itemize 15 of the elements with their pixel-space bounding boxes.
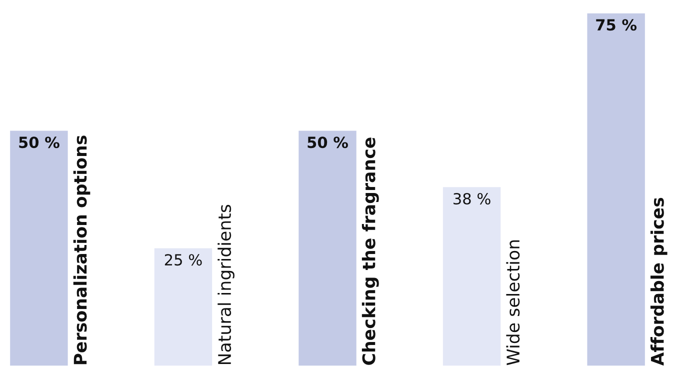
bar — [298, 130, 356, 366]
x-tick-label: Natural ingridients — [218, 204, 234, 364]
data-label: 38 % — [454, 192, 490, 205]
data-label: 50 % — [308, 136, 348, 148]
x-tick-label: Wide selection — [506, 240, 520, 366]
x-tick-label: Personalization options — [73, 136, 90, 364]
x-tick-label: Checking the fragrance — [362, 138, 379, 365]
bar — [154, 248, 212, 366]
bar — [587, 13, 645, 366]
bar — [10, 130, 68, 366]
data-label: 50 % — [19, 136, 60, 148]
data-label: 25 % — [164, 254, 202, 266]
bar — [442, 187, 501, 366]
data-label: 75 % — [596, 19, 637, 31]
x-tick-label: Affordable prices — [650, 198, 668, 366]
